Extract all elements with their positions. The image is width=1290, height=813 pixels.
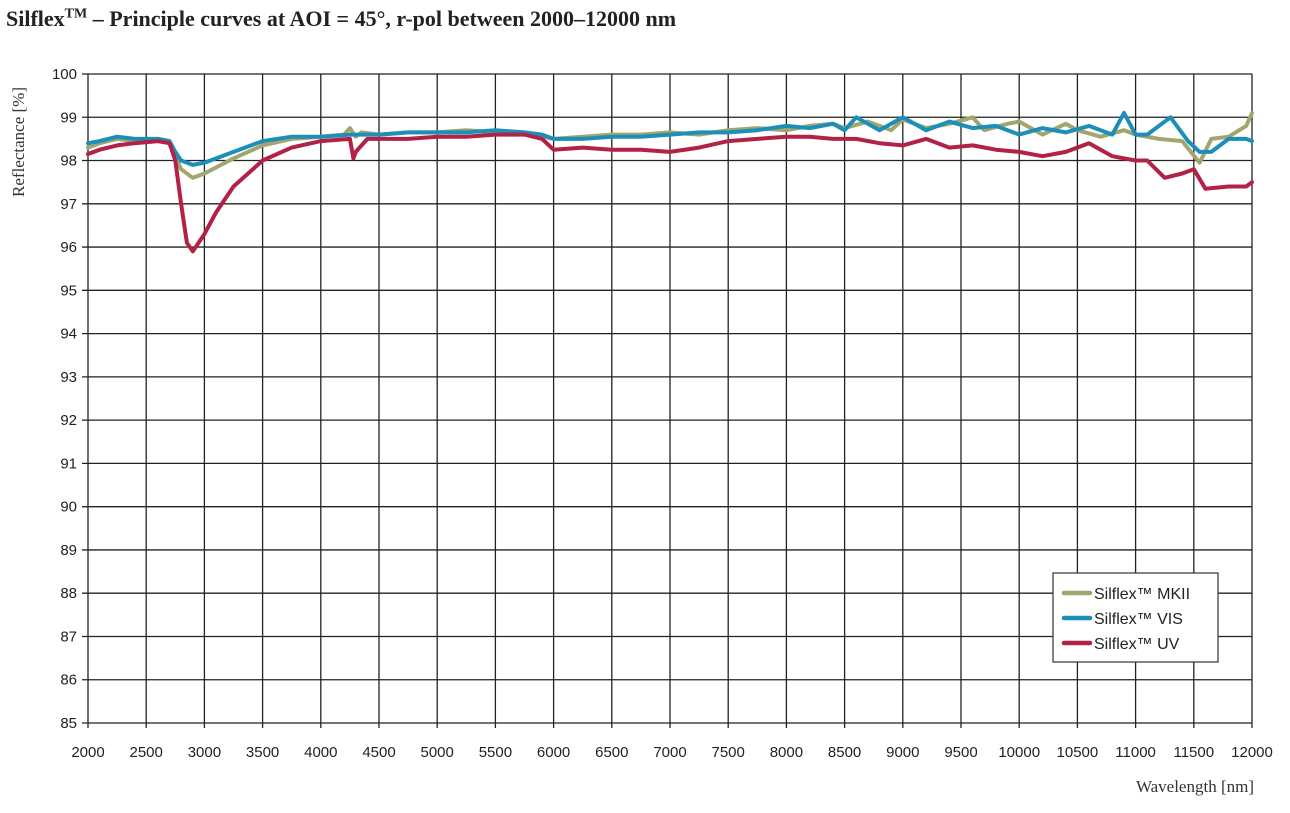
x-tick-label: 5500 <box>479 744 512 761</box>
y-tick-label: 97 <box>60 196 77 213</box>
title-rest: – Principle curves at AOI = 45°, r-pol b… <box>87 6 677 31</box>
y-tick-label: 100 <box>52 66 77 83</box>
x-tick-label: 5000 <box>421 744 454 761</box>
y-tick-label: 90 <box>60 499 77 516</box>
y-axis-label: Reflectance [%] <box>9 87 28 197</box>
x-tick-label: 2500 <box>130 744 163 761</box>
y-tick-label: 92 <box>60 412 77 429</box>
x-tick-label: 8500 <box>828 744 861 761</box>
y-tick-label: 89 <box>60 542 77 559</box>
x-tick-label: 6500 <box>595 744 628 761</box>
x-tick-label: 10500 <box>1057 744 1099 761</box>
x-tick-label: 9000 <box>886 744 919 761</box>
chart-title: SilflexTM – Principle curves at AOI = 45… <box>6 6 676 32</box>
grid <box>82 73 1253 728</box>
series-line-1 <box>86 110 1254 167</box>
y-tick-label: 99 <box>60 109 77 126</box>
y-tick-label: 86 <box>60 672 77 689</box>
y-tick-label: 87 <box>60 628 77 645</box>
title-trademark: TM <box>64 6 88 22</box>
y-tick-label: 91 <box>60 455 77 472</box>
x-tick-label: 11500 <box>1173 744 1214 761</box>
x-tick-label: 4500 <box>362 744 395 761</box>
x-tick-label: 7500 <box>712 744 745 761</box>
series-line-2 <box>86 132 1254 254</box>
x-tick-label: 7000 <box>653 744 686 761</box>
x-tick-label: 9500 <box>944 744 977 761</box>
x-tick-label: 12000 <box>1231 744 1273 761</box>
legend-label: Silflex™ MKII <box>1094 586 1190 603</box>
x-tick-label: 11000 <box>1115 744 1156 761</box>
y-tick-label: 94 <box>60 326 77 343</box>
legend-label: Silflex™ UV <box>1094 636 1180 653</box>
y-tick-label: 93 <box>60 369 77 386</box>
x-tick-labels: 2000 2500 3000 3500 4000 4500 5000 5500 6000 6500… <box>71 744 1273 761</box>
x-tick-label: 8000 <box>770 744 803 761</box>
x-tick-label: 3000 <box>188 744 221 761</box>
y-tick-label: 88 <box>60 585 77 602</box>
title-main: Silflex <box>6 6 65 31</box>
x-tick-label: 2000 <box>71 744 104 761</box>
x-tick-label: 3500 <box>246 744 279 761</box>
legend-label: Silflex™ VIS <box>1094 611 1183 628</box>
y-tick-label: 85 <box>60 715 77 732</box>
y-tick-labels: 85 86 87 88 89 90 91 92 93 94 95 96 97 98 99 100 <box>52 66 77 732</box>
y-tick-label: 96 <box>60 239 77 256</box>
x-tick-label: 6000 <box>537 744 570 761</box>
y-tick-label: 98 <box>60 153 77 170</box>
y-tick-label: 95 <box>60 282 77 299</box>
x-tick-label: 10000 <box>998 744 1040 761</box>
x-axis-label: Wavelength [nm] <box>1136 777 1254 796</box>
x-tick-label: 4000 <box>304 744 337 761</box>
legend: Silflex™ MKII Silflex™ VIS Silflex™ UV <box>1052 572 1219 663</box>
series-lines <box>86 110 1254 254</box>
